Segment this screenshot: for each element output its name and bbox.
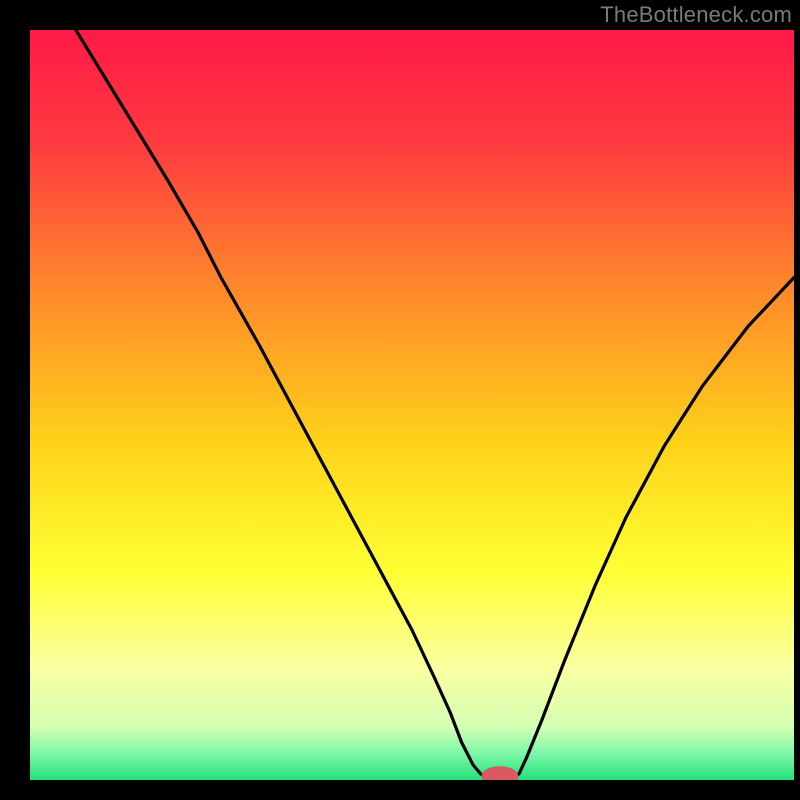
bottleneck-chart	[30, 30, 794, 780]
chart-frame: TheBottleneck.com	[0, 0, 800, 800]
credit-label: TheBottleneck.com	[600, 2, 792, 28]
